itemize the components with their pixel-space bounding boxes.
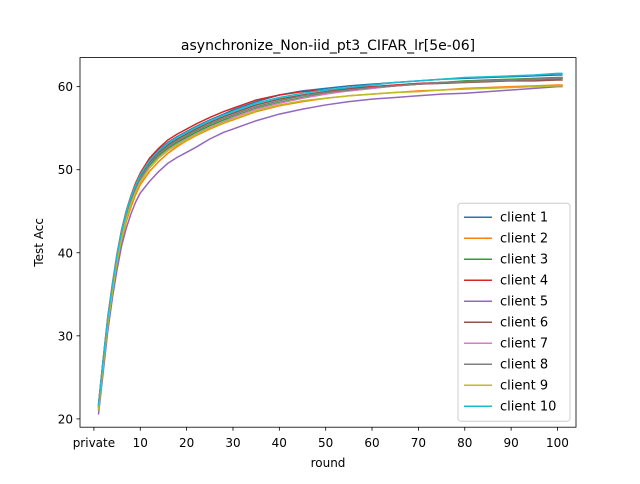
x-tick-label: 90 <box>503 436 518 450</box>
legend-label-client-4: client 4 <box>500 274 548 289</box>
x-axis-label: round <box>311 456 346 470</box>
legend-label-client-1: client 1 <box>500 211 548 226</box>
y-tick-label: 40 <box>58 246 73 260</box>
y-axis-label: Test Acc <box>32 218 46 268</box>
x-tick-label: 40 <box>272 436 287 450</box>
x-tick-label: 60 <box>364 436 379 450</box>
y-tick-label: 60 <box>58 80 73 94</box>
y-tick-label: 20 <box>58 412 73 426</box>
legend-label-client-2: client 2 <box>500 232 548 247</box>
series-line-client-9 <box>97 85 563 411</box>
x-axis: private 10 20 30 40 50 60 70 80 90 100 <box>73 427 569 450</box>
series-line-client-5 <box>97 85 563 415</box>
legend: client 1 client 2 client 3 client 4 client 5… <box>457 202 571 422</box>
x-tick-label: 10 <box>133 436 148 450</box>
legend-label-client-9: client 9 <box>500 379 548 394</box>
chart-title: asynchronize_Non-iid_pt3_CIFAR_lr[5e-06] <box>181 38 475 54</box>
y-tick-label: 50 <box>58 163 73 177</box>
legend-label-client-5: client 5 <box>500 295 548 310</box>
series-line-client-8 <box>97 77 563 409</box>
legend-label-client-6: client 6 <box>500 316 548 331</box>
y-tick-label: 30 <box>58 329 73 343</box>
x-tick-label: 100 <box>546 436 569 450</box>
legend-box <box>457 202 571 422</box>
series-line-client-10 <box>97 72 563 406</box>
series-layer <box>97 72 563 415</box>
y-axis: 20 30 40 50 60 <box>58 80 80 426</box>
x-tick-label: 80 <box>457 436 472 450</box>
x-tick-label: 30 <box>225 436 240 450</box>
legend-label-client-10: client 10 <box>500 400 556 415</box>
x-tick-label: 20 <box>179 436 194 450</box>
legend-label-client-7: client 7 <box>500 337 548 352</box>
x-tick-label: 70 <box>411 436 426 450</box>
legend-label-client-8: client 8 <box>500 358 548 373</box>
legend-label-client-3: client 3 <box>500 253 548 268</box>
x-tick-label: private <box>73 436 115 450</box>
x-tick-label: 50 <box>318 436 333 450</box>
plot-frame <box>79 57 577 428</box>
